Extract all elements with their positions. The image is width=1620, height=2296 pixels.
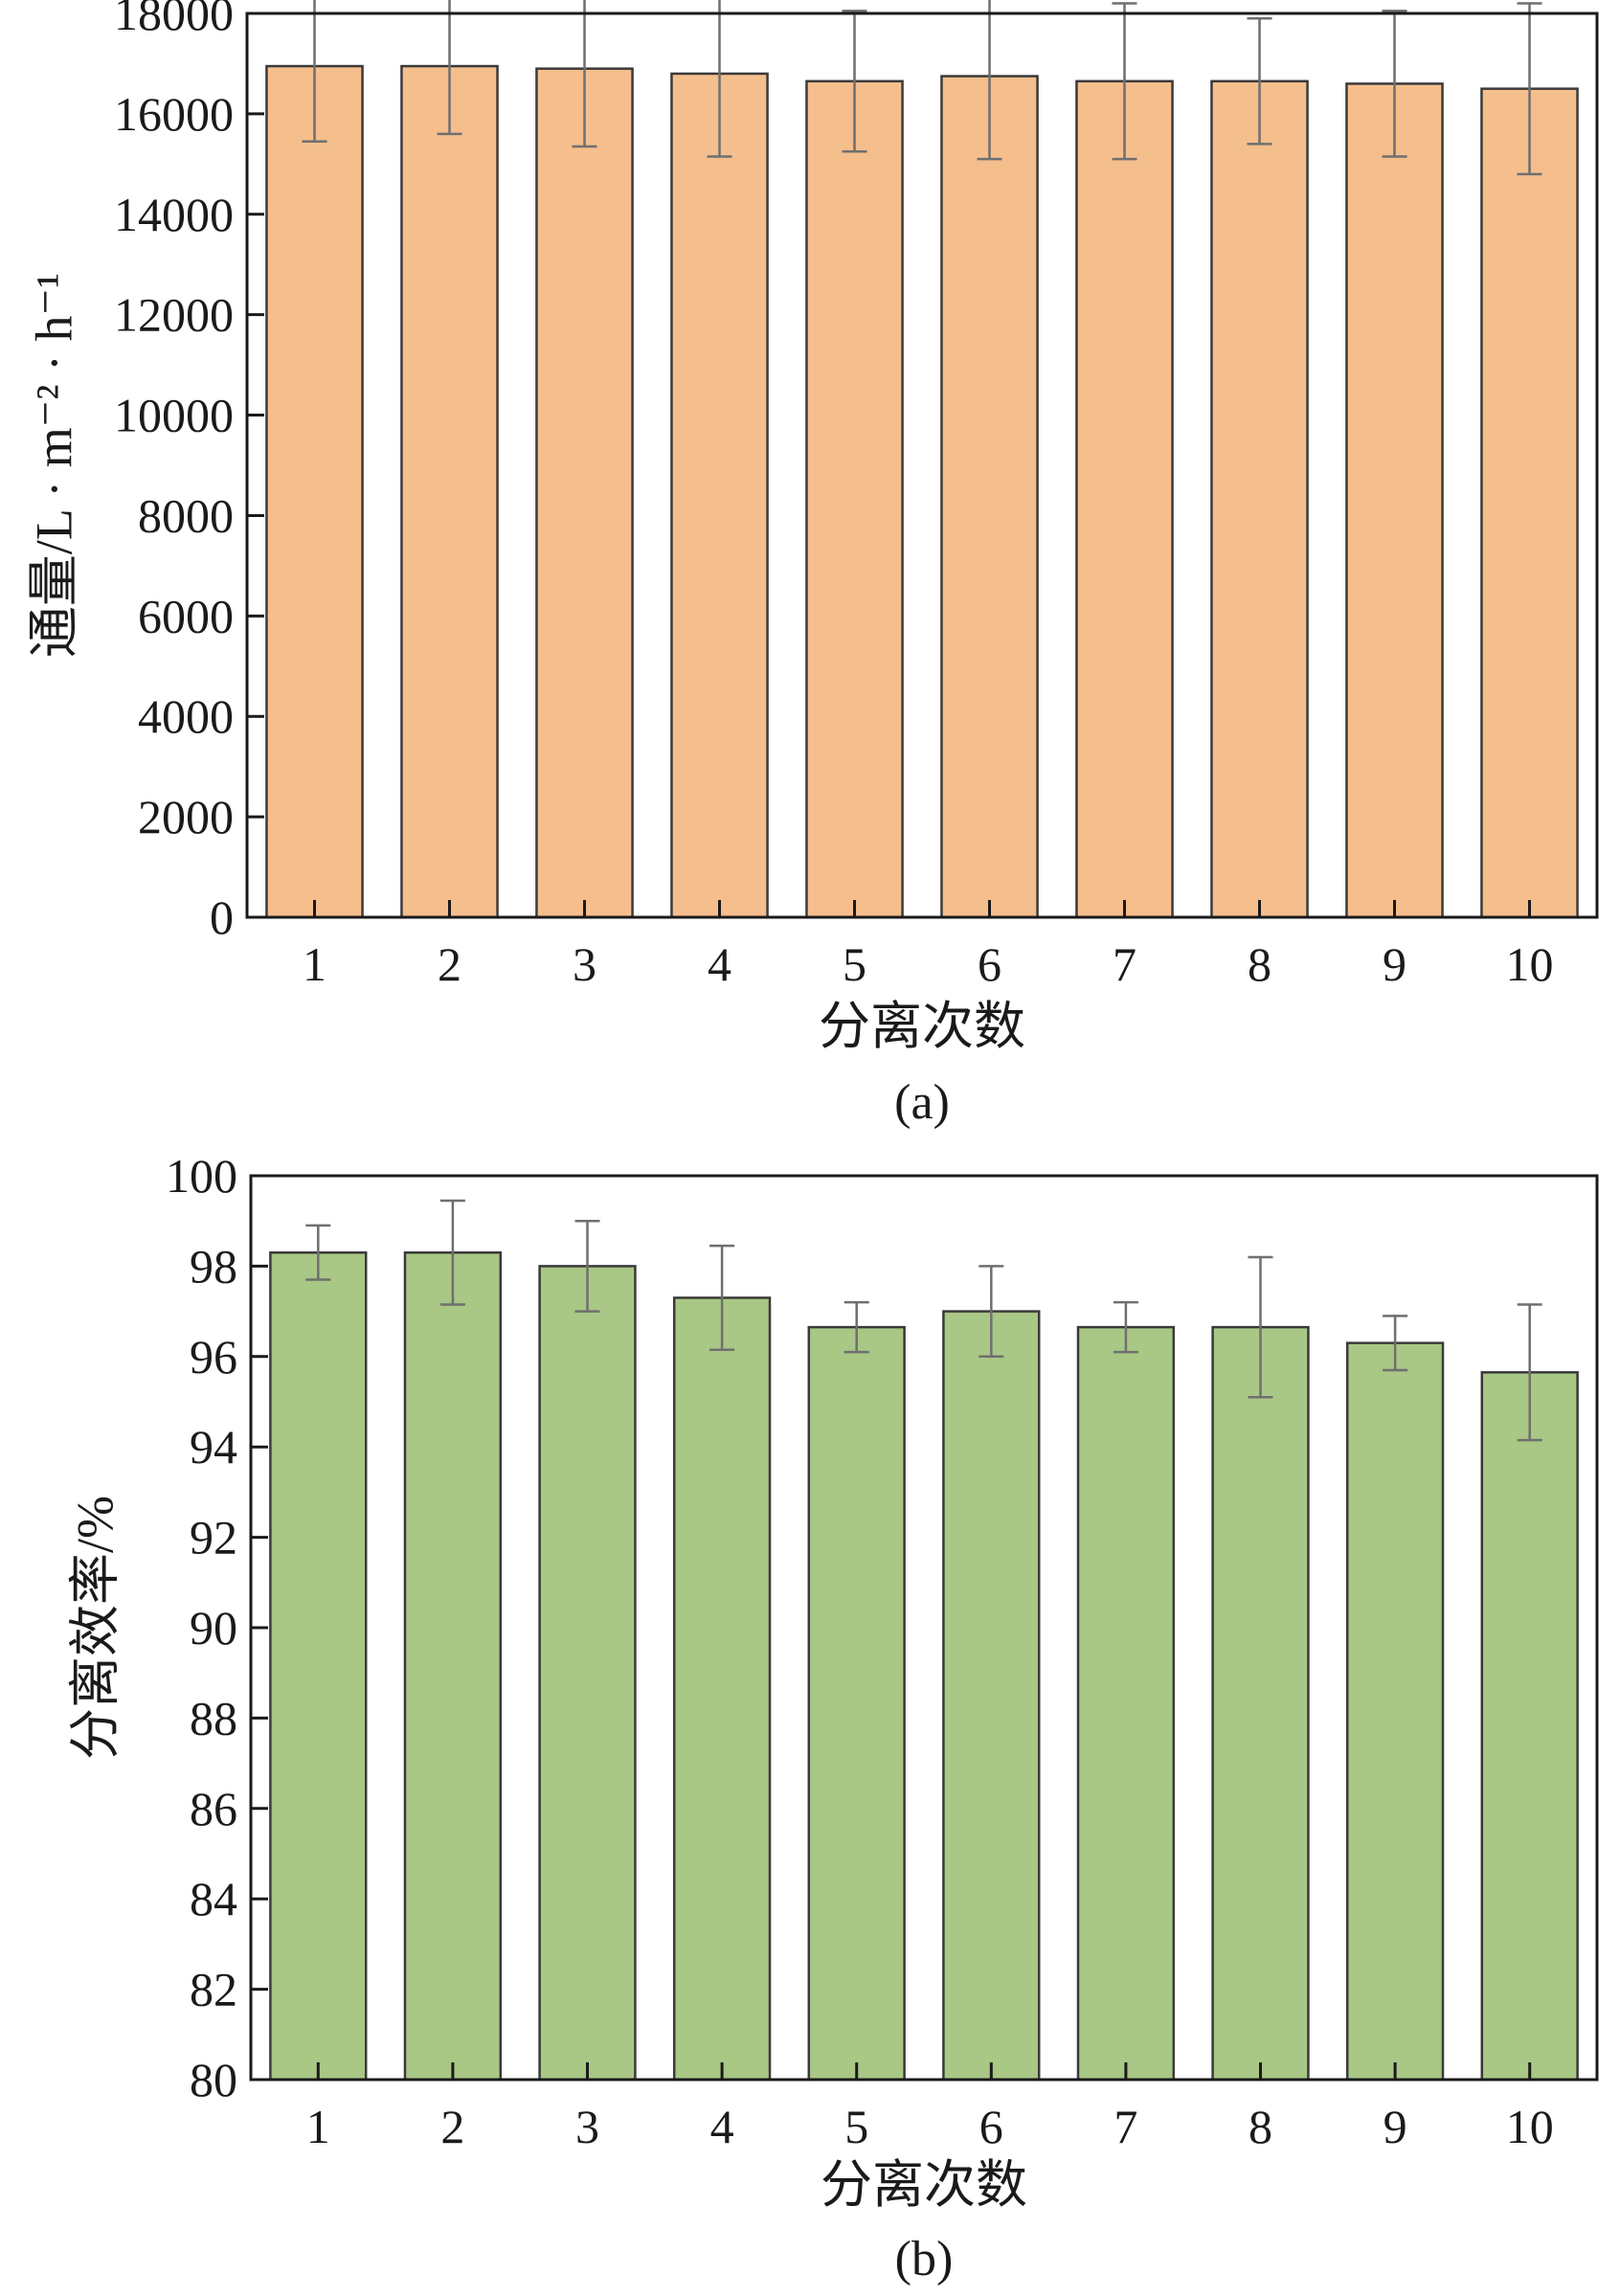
efficiency-x-tick-label: 4 (710, 2100, 734, 2153)
efficiency-x-tick-label: 9 (1384, 2100, 1407, 2153)
flux-y-tick-label: 18000 (114, 0, 234, 40)
flux-bar (805, 79, 904, 919)
efficiency-bar (1345, 1341, 1445, 2082)
flux-bar (940, 75, 1039, 919)
efficiency-bar (1076, 1325, 1176, 2082)
efficiency-y-axis-title: 分离效率/% (66, 1496, 124, 1760)
flux-y-tick-label: 14000 (114, 188, 234, 241)
flux-bar (670, 72, 769, 919)
flux-bar (1480, 87, 1579, 919)
flux-x-tick-label: 6 (978, 937, 1001, 991)
flux-bar (1075, 79, 1174, 919)
efficiency-bar (403, 1250, 503, 2082)
flux-x-tick-label: 10 (1506, 937, 1554, 991)
efficiency-chart: 1 2 3 4 5 6 7 8 9 10 80 82 84 86 88 90 92 94 96 98 100 分离效率/… (66, 1149, 1599, 2286)
efficiency-y-tick-label: 94 (190, 1420, 237, 1474)
efficiency-x-tick-label: 5 (844, 2100, 868, 2153)
flux-y-tick-label: 12000 (114, 288, 234, 342)
flux-bar (400, 64, 499, 919)
flux-panel-caption: (a) (894, 1075, 950, 1130)
flux-y-tick-label: 6000 (138, 589, 234, 642)
efficiency-plot-frame (249, 1174, 1599, 2082)
efficiency-x-tick-label: 6 (979, 2100, 1003, 2153)
flux-chart: 1 2 3 4 5 6 7 8 9 10 0 2000 4000 6000 8000 10000 12000 14… (25, 0, 1599, 1130)
efficiency-bar (807, 1325, 906, 2082)
flux-y-axis-title: 通量/L · m⁻² · h⁻¹ (25, 273, 82, 658)
flux-x-tick-label: 8 (1248, 937, 1271, 991)
flux-x-tick-label: 3 (573, 937, 596, 991)
efficiency-y-tick-label: 88 (190, 1691, 237, 1745)
efficiency-bar (1480, 1371, 1579, 2082)
efficiency-bar (538, 1265, 637, 2082)
efficiency-x-tick-label: 7 (1114, 2100, 1137, 2153)
flux-y-tick-label: 8000 (138, 488, 234, 542)
flux-x-tick-label: 2 (438, 937, 461, 991)
flux-y-tick-label: 0 (210, 890, 234, 944)
efficiency-y-tick-label: 98 (190, 1239, 237, 1293)
efficiency-x-tick-label: 3 (575, 2100, 599, 2153)
flux-y-tick-label: 16000 (114, 87, 234, 141)
flux-y-tick-label: 4000 (138, 689, 234, 743)
efficiency-y-tick-label: 80 (190, 2053, 237, 2106)
flux-bars (265, 64, 1579, 919)
flux-x-tick-label: 4 (708, 937, 731, 991)
flux-plot-frame (245, 11, 1599, 919)
efficiency-y-tick-label: 82 (190, 1963, 237, 2016)
flux-x-tick-label: 9 (1383, 937, 1406, 991)
efficiency-y-tick-label: 84 (190, 1872, 237, 1925)
efficiency-y-tick-label: 100 (166, 1149, 237, 1203)
flux-error-bars (302, 0, 1542, 176)
efficiency-panel-caption: (b) (895, 2232, 954, 2286)
flux-x-tick-label: 7 (1113, 937, 1136, 991)
efficiency-x-tick-label: 1 (306, 2100, 330, 2153)
efficiency-x-tick-label: 2 (440, 2100, 464, 2153)
flux-bar (535, 67, 634, 919)
flux-ticks: 1 2 3 4 5 6 7 8 9 10 0 2000 4000 6000 8000 10000 12000 14… (114, 0, 1554, 991)
efficiency-bars (269, 1250, 1579, 2082)
efficiency-bar (942, 1310, 1041, 2082)
efficiency-ticks: 1 2 3 4 5 6 7 8 9 10 80 82 84 86 88 90 92 94 96 98 100 (166, 1149, 1554, 2153)
efficiency-y-tick-label: 90 (190, 1601, 237, 1654)
efficiency-bar (1211, 1325, 1310, 2082)
flux-y-tick-label: 2000 (138, 790, 234, 844)
efficiency-y-tick-label: 86 (190, 1782, 237, 1835)
flux-x-axis-title: 分离次数 (819, 998, 1025, 1055)
flux-x-tick-label: 5 (843, 937, 866, 991)
flux-y-tick-label: 10000 (114, 389, 234, 442)
efficiency-x-tick-label: 8 (1249, 2100, 1272, 2153)
efficiency-x-axis-title: 分离次数 (821, 2156, 1027, 2214)
efficiency-y-tick-label: 96 (190, 1330, 237, 1384)
flux-bar (265, 64, 364, 919)
efficiency-y-tick-label: 92 (190, 1511, 237, 1564)
efficiency-x-tick-label: 10 (1506, 2100, 1554, 2153)
efficiency-bar (672, 1296, 772, 2082)
efficiency-error-bars (305, 1199, 1542, 1442)
flux-bar (1345, 82, 1444, 919)
flux-bar (1210, 79, 1309, 919)
flux-x-tick-label: 1 (303, 937, 326, 991)
efficiency-bar (269, 1250, 368, 2082)
